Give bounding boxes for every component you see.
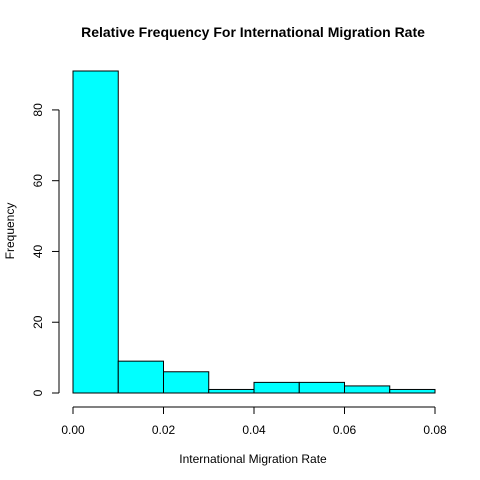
x-tick-label: 0.00 xyxy=(61,423,85,437)
y-tick-label: 20 xyxy=(31,315,45,329)
x-axis-label: International Migration Rate xyxy=(179,452,327,466)
x-axis: 0.00 0.02 0.04 0.06 0.08 xyxy=(61,406,447,437)
x-tick-label: 0.08 xyxy=(423,423,447,437)
chart-title: Relative Frequency For International Mig… xyxy=(81,24,425,40)
y-axis: 0 20 40 60 80 xyxy=(31,103,60,396)
y-tick-label: 0 xyxy=(31,389,45,396)
y-tick-label: 60 xyxy=(31,174,45,188)
x-tick-label: 0.04 xyxy=(242,423,266,437)
y-axis-label: Frequency xyxy=(3,203,17,260)
y-tick-label: 80 xyxy=(31,103,45,117)
bar xyxy=(117,360,164,394)
bar xyxy=(253,381,300,394)
x-tick-label: 0.02 xyxy=(152,423,176,437)
bar xyxy=(298,381,345,394)
bars-group xyxy=(72,70,436,394)
bar xyxy=(72,70,119,394)
bar xyxy=(389,388,436,394)
bar xyxy=(208,388,255,394)
x-tick-label: 0.06 xyxy=(333,423,357,437)
y-tick-label: 40 xyxy=(31,244,45,258)
bar xyxy=(344,385,391,394)
bar xyxy=(163,371,210,394)
